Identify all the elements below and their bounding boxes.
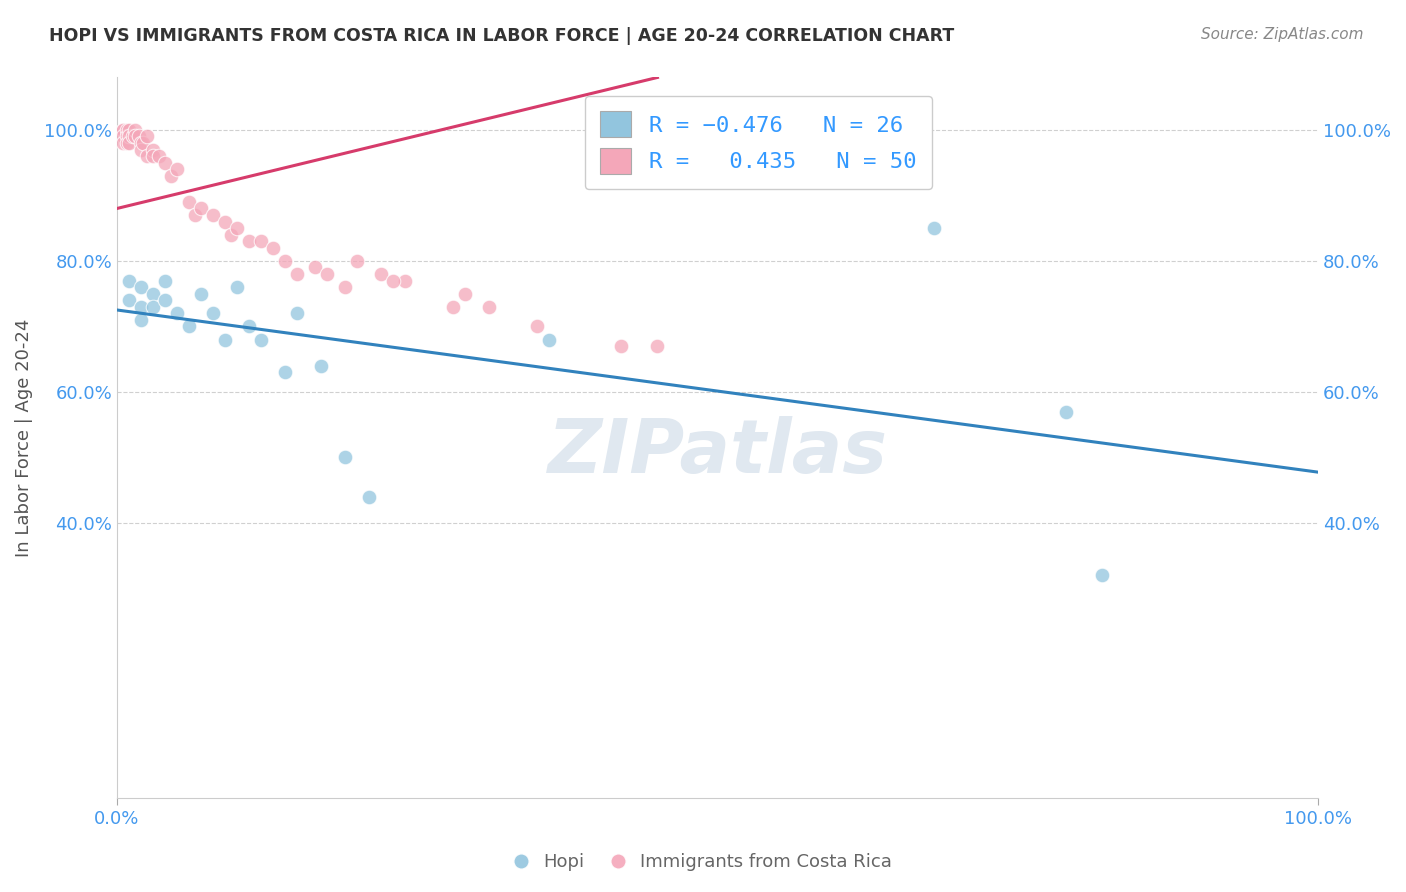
Point	[219, 227, 242, 242]
Point	[190, 286, 212, 301]
Point	[111, 123, 134, 137]
Point	[129, 143, 152, 157]
Point	[316, 267, 339, 281]
Point	[166, 306, 188, 320]
Point	[922, 221, 945, 235]
Point	[478, 300, 501, 314]
Point	[124, 129, 146, 144]
Point	[128, 129, 150, 144]
Point	[454, 286, 477, 301]
Point	[115, 129, 138, 144]
Point	[136, 129, 159, 144]
Point	[184, 208, 207, 222]
Text: Source: ZipAtlas.com: Source: ZipAtlas.com	[1201, 27, 1364, 42]
Point	[142, 300, 165, 314]
Point	[177, 319, 200, 334]
Point	[124, 123, 146, 137]
Point	[148, 149, 170, 163]
Point	[335, 280, 357, 294]
Point	[274, 365, 297, 379]
Point	[274, 253, 297, 268]
Point	[359, 490, 381, 504]
Point	[304, 260, 326, 275]
Text: ZIPatlas: ZIPatlas	[547, 416, 887, 489]
Point	[250, 234, 273, 248]
Point	[526, 319, 548, 334]
Point	[346, 253, 368, 268]
Y-axis label: In Labor Force | Age 20-24: In Labor Force | Age 20-24	[15, 318, 32, 557]
Point	[285, 306, 308, 320]
Point	[153, 155, 176, 169]
Point	[111, 123, 134, 137]
Point	[118, 274, 141, 288]
Point	[129, 313, 152, 327]
Point	[394, 274, 416, 288]
Point	[121, 129, 143, 144]
Point	[214, 333, 236, 347]
Point	[285, 267, 308, 281]
Point	[118, 129, 141, 144]
Point	[129, 136, 152, 150]
Text: HOPI VS IMMIGRANTS FROM COSTA RICA IN LABOR FORCE | AGE 20-24 CORRELATION CHART: HOPI VS IMMIGRANTS FROM COSTA RICA IN LA…	[49, 27, 955, 45]
Point	[610, 339, 633, 353]
Point	[160, 169, 183, 183]
Point	[142, 143, 165, 157]
Point	[111, 129, 134, 144]
Legend: Hopi, Immigrants from Costa Rica: Hopi, Immigrants from Costa Rica	[506, 847, 900, 879]
Point	[226, 221, 249, 235]
Point	[136, 149, 159, 163]
Point	[153, 293, 176, 308]
Point	[1091, 568, 1114, 582]
Point	[441, 300, 464, 314]
Point	[153, 274, 176, 288]
Point	[118, 293, 141, 308]
Point	[1054, 404, 1077, 418]
Point	[115, 136, 138, 150]
Point	[202, 208, 225, 222]
Point	[166, 162, 188, 177]
Point	[132, 136, 155, 150]
Point	[129, 300, 152, 314]
Point	[226, 280, 249, 294]
Point	[238, 234, 260, 248]
Point	[111, 136, 134, 150]
Point	[118, 123, 141, 137]
Point	[142, 286, 165, 301]
Legend: R = −0.476   N = 26, R =   0.435   N = 50: R = −0.476 N = 26, R = 0.435 N = 50	[585, 95, 932, 189]
Point	[115, 123, 138, 137]
Point	[250, 333, 273, 347]
Point	[177, 194, 200, 209]
Point	[382, 274, 405, 288]
Point	[129, 280, 152, 294]
Point	[142, 149, 165, 163]
Point	[647, 339, 669, 353]
Point	[214, 214, 236, 228]
Point	[190, 202, 212, 216]
Point	[118, 136, 141, 150]
Point	[538, 333, 561, 347]
Point	[335, 450, 357, 465]
Point	[202, 306, 225, 320]
Point	[238, 319, 260, 334]
Point	[370, 267, 392, 281]
Point	[262, 241, 284, 255]
Point	[309, 359, 332, 373]
